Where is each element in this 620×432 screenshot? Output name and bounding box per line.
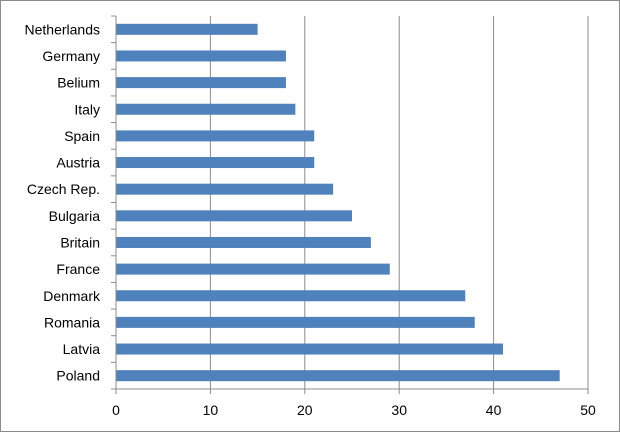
bar-czech-rep (116, 183, 334, 195)
category-label: Germany (42, 48, 100, 64)
bar-poland (116, 370, 560, 382)
category-label: Belium (57, 75, 100, 91)
category-label: Netherlands (25, 21, 101, 37)
bar-britain (116, 236, 371, 248)
category-label: Latvia (63, 341, 101, 357)
bar-denmark (116, 290, 466, 302)
bar-bulgaria (116, 210, 352, 222)
category-label: Italy (74, 101, 100, 117)
x-tick-label: 40 (486, 402, 502, 418)
category-label: Spain (64, 128, 100, 144)
x-tick-label: 10 (203, 402, 219, 418)
axes (111, 15, 589, 394)
gridlines (209, 16, 589, 389)
bar-spain (116, 130, 315, 142)
category-label: Britain (60, 234, 100, 250)
bars (116, 23, 560, 382)
bar-romania (116, 316, 475, 328)
x-tick-label: 20 (297, 402, 313, 418)
x-tick-label: 30 (391, 402, 407, 418)
bar-netherlands (116, 23, 258, 35)
category-label: Denmark (43, 288, 101, 304)
x-tick-label: 0 (112, 402, 120, 418)
category-label: Bulgaria (49, 208, 101, 224)
bar-belium (116, 77, 286, 89)
bar-austria (116, 157, 315, 169)
bar-latvia (116, 343, 504, 355)
bar-france (116, 263, 390, 275)
bar-italy (116, 103, 296, 115)
category-label: Austria (56, 155, 100, 171)
x-tick-label: 50 (580, 402, 596, 418)
tick-labels: Netherlands Germany Belium Italy Spain Austri… (25, 21, 596, 418)
bar-germany (116, 50, 286, 62)
category-label: Czech Rep. (27, 181, 100, 197)
category-label: Poland (56, 368, 100, 384)
category-label: France (56, 261, 100, 277)
category-label: Romania (44, 314, 100, 330)
